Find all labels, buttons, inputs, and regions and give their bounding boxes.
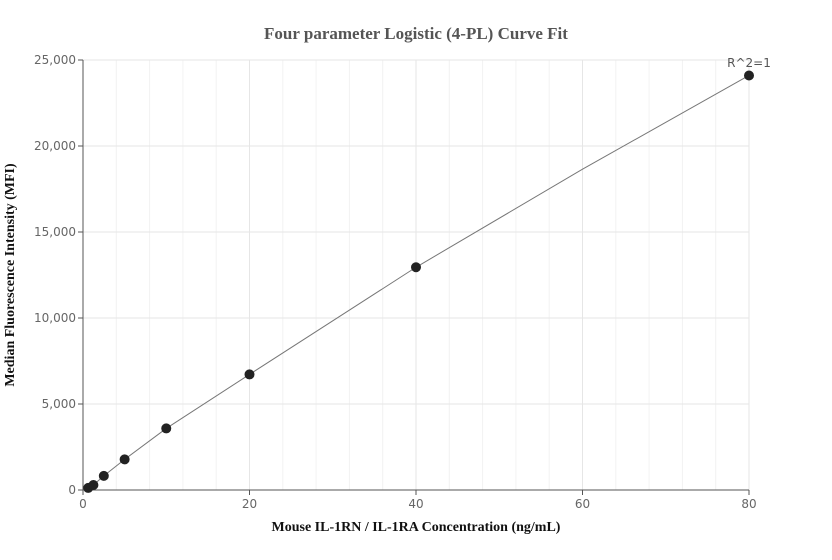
data-point bbox=[161, 423, 172, 434]
axis-layer: 0 5,000 10,000 15,000 20,000 25,000 0 20 40 60 80 bbox=[34, 53, 757, 511]
y-tick-label: 10,000 bbox=[34, 311, 76, 325]
y-tick-label: 5,000 bbox=[42, 397, 76, 411]
data-point bbox=[119, 454, 130, 465]
y-tick-label: 0 bbox=[68, 483, 76, 497]
y-tick-label: 20,000 bbox=[34, 139, 76, 153]
x-axis-label: Mouse IL-1RN / IL-1RA Concentration (ng/… bbox=[272, 520, 561, 535]
x-tick-label: 20 bbox=[242, 497, 257, 511]
y-axis-label: Median Fluorescence Intensity (MFI) bbox=[3, 163, 18, 387]
y-tick-label: 25,000 bbox=[34, 53, 76, 67]
chart-title: Four parameter Logistic (4-PL) Curve Fit bbox=[264, 24, 568, 43]
x-tick-label: 60 bbox=[575, 497, 590, 511]
grid-layer bbox=[83, 59, 750, 490]
data-point bbox=[244, 369, 255, 380]
data-point bbox=[411, 262, 421, 273]
x-tick-label: 0 bbox=[79, 497, 87, 511]
r-squared-annotation: R^2=1 bbox=[727, 56, 771, 70]
y-tick-label: 15,000 bbox=[34, 225, 76, 239]
data-point-layer bbox=[83, 70, 754, 493]
data-point bbox=[98, 470, 109, 481]
x-tick-label: 40 bbox=[408, 497, 423, 511]
x-tick-label: 80 bbox=[741, 497, 756, 511]
data-point bbox=[744, 70, 754, 81]
data-point bbox=[88, 480, 99, 491]
